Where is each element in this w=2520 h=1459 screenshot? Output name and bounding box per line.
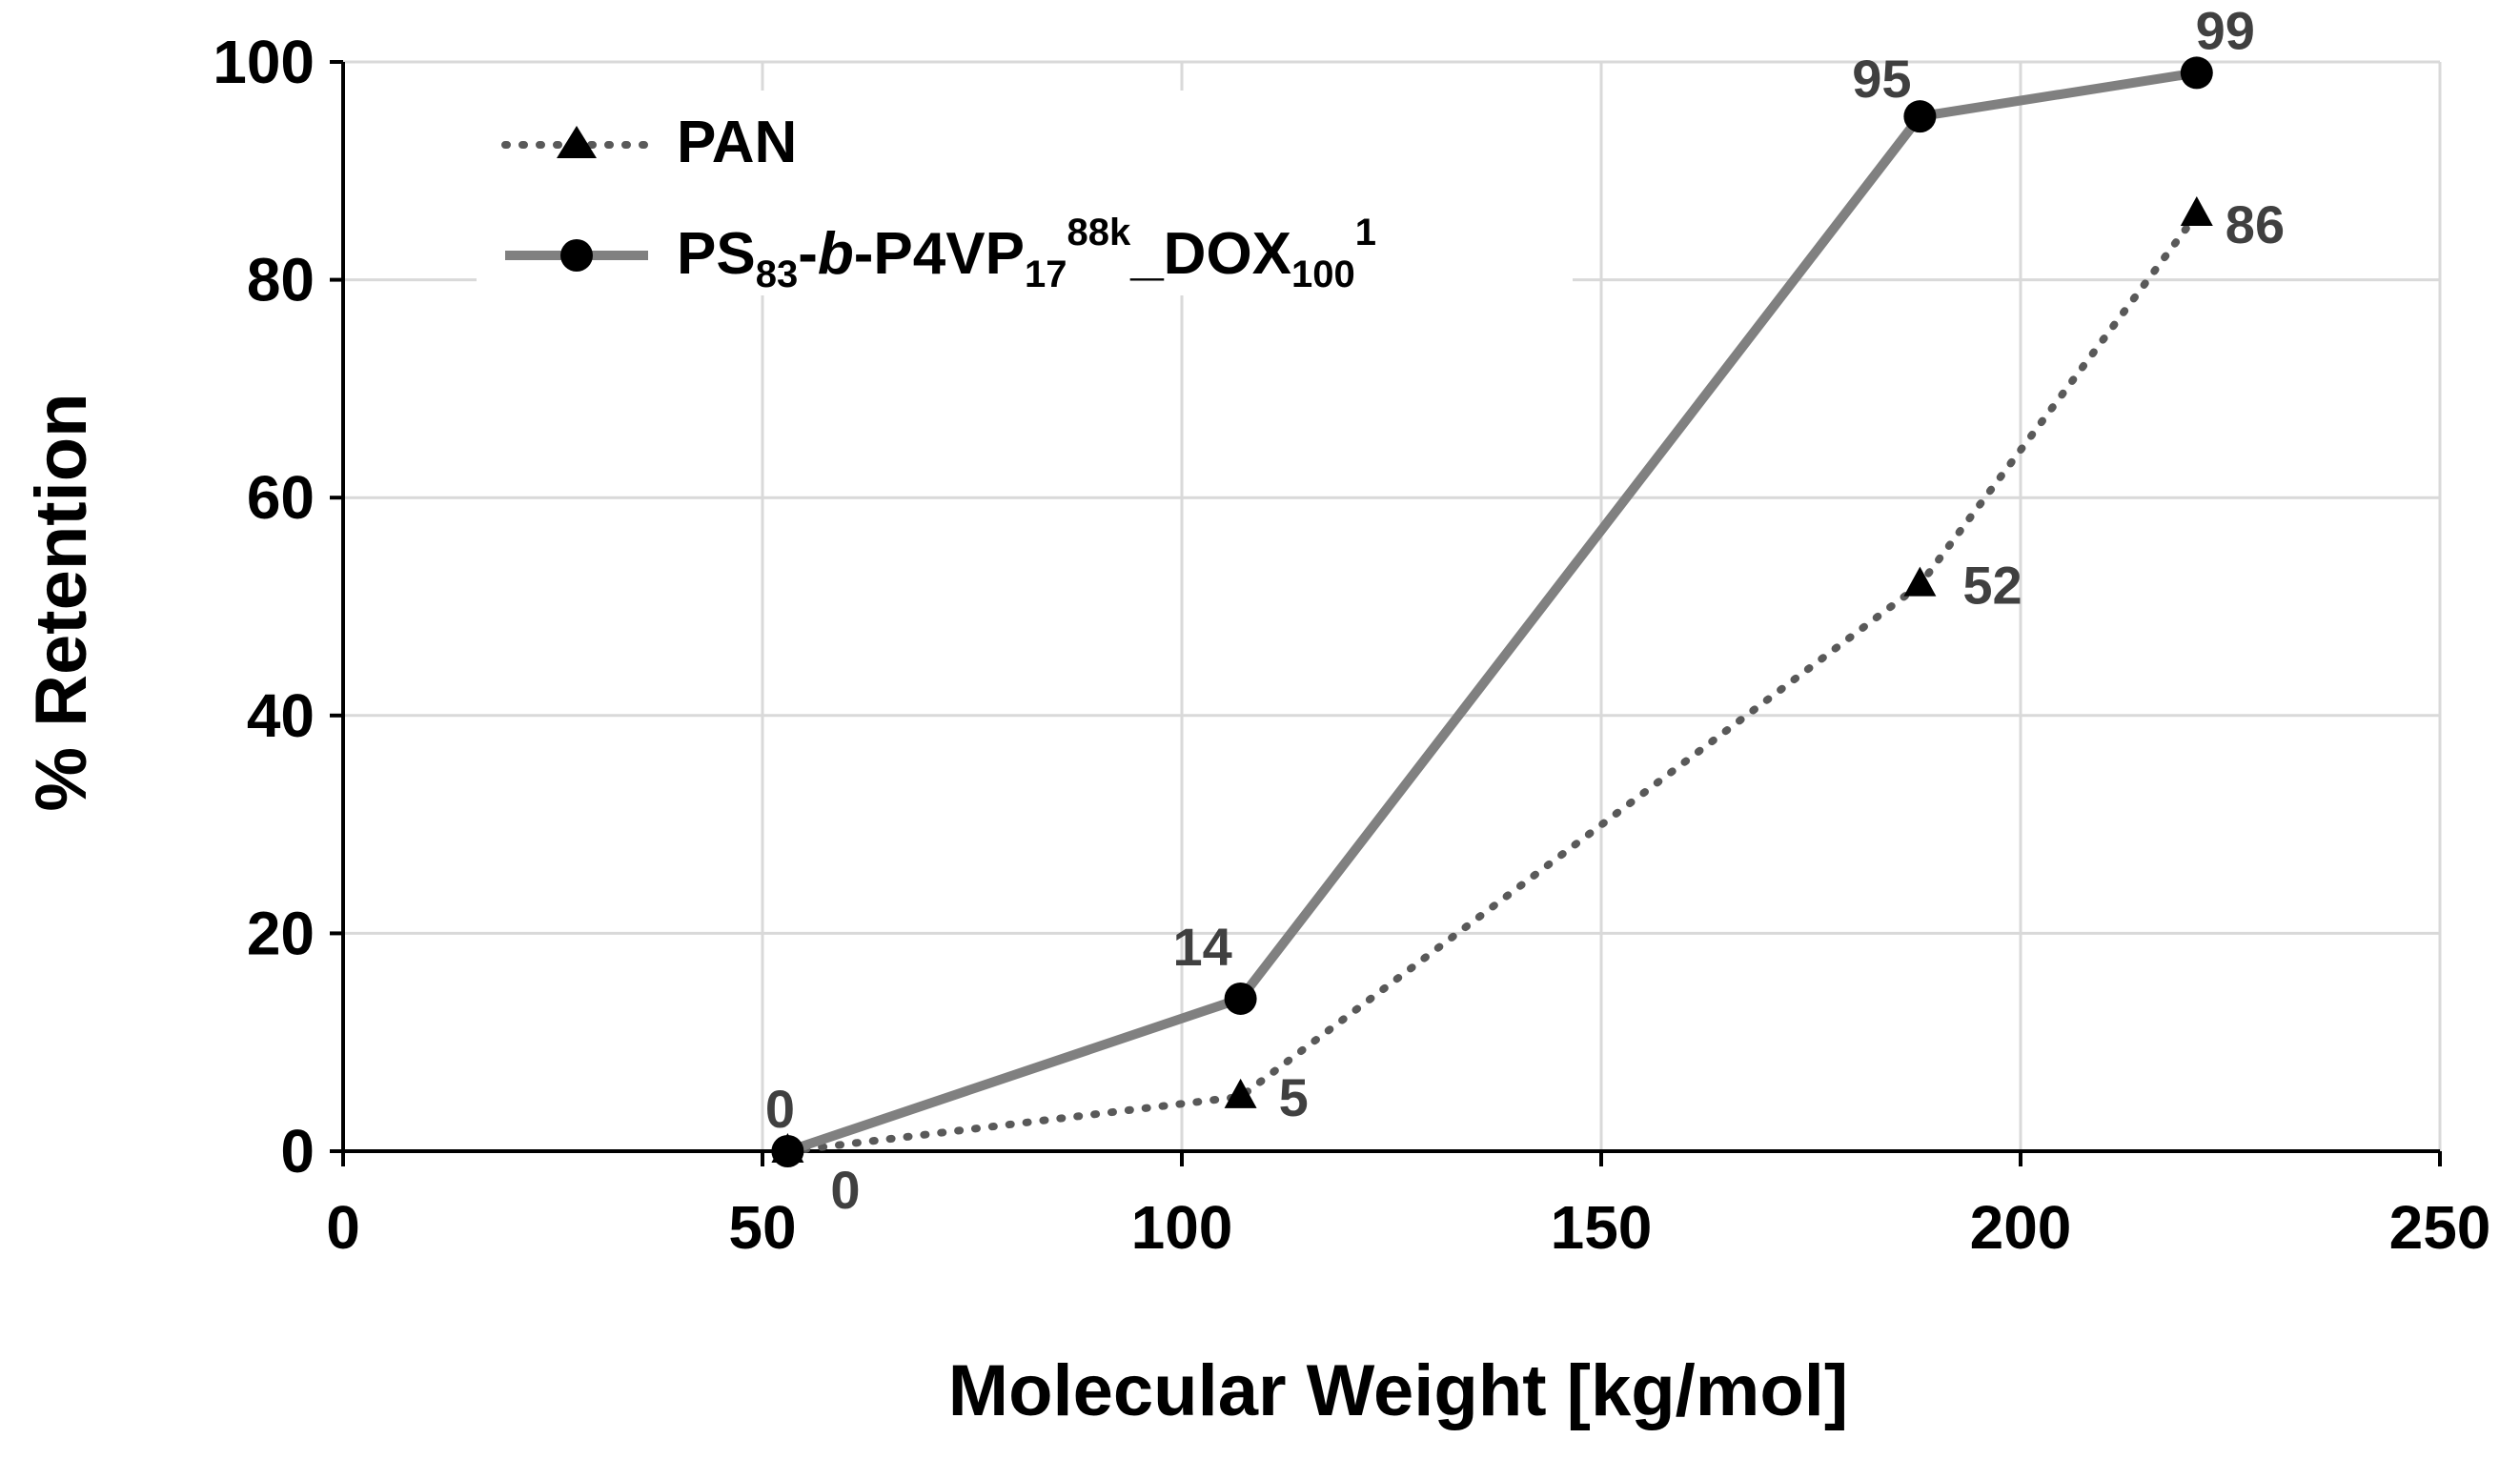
x-tick-label: 250 <box>2389 1193 2491 1262</box>
legend-ps-d-sup: 1 <box>1355 212 1376 253</box>
ps-data-label: 0 <box>765 1079 795 1139</box>
legend-ps-a-sub: 83 <box>756 253 799 295</box>
y-tick-label: 0 <box>280 1117 315 1185</box>
y-tick-label: 20 <box>247 899 315 967</box>
legend-ps-circle-icon <box>560 239 593 272</box>
pan-data-label: 52 <box>1962 556 2022 616</box>
y-tick-label: 60 <box>247 463 315 532</box>
y-tick-label: 100 <box>213 28 315 96</box>
pan-data-label: 86 <box>2225 194 2285 254</box>
ps-data-label: 99 <box>2196 0 2255 60</box>
ps-point-marker <box>2180 56 2213 90</box>
legend: PAN PS83-b-P4VP1788k_DOX1001 <box>477 91 1573 295</box>
ps-point-marker <box>1224 982 1257 1015</box>
pan-data-label: 0 <box>830 1160 860 1220</box>
ps-data-label: 95 <box>1852 49 1911 109</box>
x-tick-label: 100 <box>1131 1193 1233 1262</box>
legend-ps-d-sub: 100 <box>1291 253 1355 295</box>
x-tick-label: 150 <box>1551 1193 1653 1262</box>
pan-data-label: 5 <box>1279 1067 1309 1127</box>
legend-ps-c: -P4VP <box>854 221 1025 287</box>
x-tick-label: 0 <box>326 1193 360 1262</box>
legend-background <box>477 91 1573 295</box>
pan-point-marker <box>1903 566 1937 597</box>
data-labels: 0 5 52 86 0 14 95 99 <box>765 0 2285 1220</box>
ps-point-marker <box>1903 100 1937 133</box>
legend-ps-b: - <box>798 221 818 287</box>
legend-pan-triangle-icon <box>557 126 597 158</box>
x-axis-title: Molecular Weight [kg/mol] <box>948 1350 1848 1431</box>
pan-point-marker <box>2180 196 2213 227</box>
y-tick-label: 40 <box>247 681 315 750</box>
legend-ps-d: _DOX <box>1129 221 1291 287</box>
ps-data-label: 14 <box>1172 917 1231 977</box>
pan-point-marker <box>771 1133 804 1163</box>
x-tick-label: 200 <box>1970 1193 2072 1262</box>
y-tick-label: 80 <box>247 246 315 314</box>
pan-series-line <box>783 211 2201 1155</box>
data-series <box>771 56 2213 1167</box>
y-axis-title: % Retention <box>21 393 102 811</box>
legend-ps-label: PS83-b-P4VP1788k_DOX1001 <box>677 212 1376 295</box>
legend-pan-label: PAN <box>677 110 797 175</box>
pan-point-marker <box>1224 1078 1257 1108</box>
legend-ps-b-italic: b <box>818 221 854 287</box>
legend-ps-c-sup: 88k <box>1067 212 1130 253</box>
x-tick-label: 50 <box>728 1193 796 1262</box>
ps-series-line <box>785 68 2198 1156</box>
legend-ps-a: PS <box>677 221 756 287</box>
legend-ps-c-sub: 17 <box>1025 253 1067 295</box>
